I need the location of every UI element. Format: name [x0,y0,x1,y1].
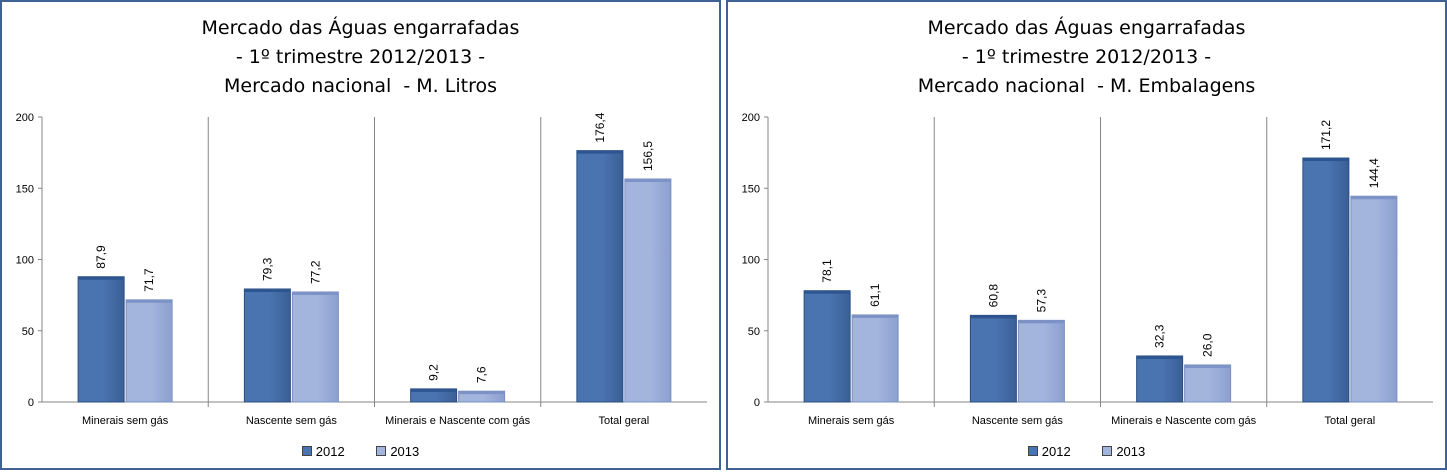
data-label: 176,4 [593,112,607,142]
chart-title-line-1: Mercado das Águas engarrafadas [927,17,1246,39]
bar-2012 [1136,355,1184,403]
bar-2013 [624,178,672,403]
y-tick-label: 100 [16,255,34,267]
chart-title: Mercado das Águas engarrafadas - 1º trim… [2,14,719,101]
y-tick-label: 50 [748,326,760,338]
bar-2013 [291,291,339,403]
data-label: 156,5 [641,141,655,171]
bar-2012 [969,314,1017,403]
data-label: 60,8 [986,284,1000,308]
chart-title-line-1: Mercado das Águas engarrafadas [201,17,520,39]
data-label: 26,0 [1201,333,1215,357]
y-tick-label: 0 [28,397,34,409]
y-tick-label: 200 [742,112,760,124]
data-label: 77,2 [308,260,322,284]
bar-top-2013 [1018,320,1065,324]
legend-item-2012: 2012 [301,444,345,459]
x-category-label: Minerais sem gás [808,415,895,427]
x-category-label: Total geral [598,415,649,427]
legend: 2012 2013 [728,444,1445,459]
chart-title-line-3: Mercado nacional - M. Embalagens [917,75,1256,97]
legend: 2012 2013 [2,444,719,459]
data-label: 79,3 [260,257,274,281]
data-label: 171,2 [1319,120,1333,150]
bar-top-2012 [804,290,851,294]
y-tick-label: 150 [16,183,34,195]
bar-top-2013 [292,291,339,295]
bar-chart: 0 50 100 150 200 Minerais sem gás 78,1 61,1 Nasc… [742,112,1433,427]
bar-2013 [1017,319,1065,403]
data-label: 9,2 [427,364,441,381]
legend-item-2013: 2013 [376,444,419,459]
x-category-label: Minerais sem gás [82,415,169,427]
data-label: 144,4 [1367,158,1381,188]
bar-top-2012 [78,276,125,280]
chart-title: Mercado das Águas engarrafadas - 1º trim… [728,14,1445,101]
bar-2012 [803,290,851,403]
legend-label-2012: 2012 [1041,444,1071,459]
chart-title-line-2: - 1º trimestre 2012/2013 - [235,46,486,68]
bar-top-2013 [852,314,899,318]
x-category-label: Nascente sem gás [246,415,338,427]
bar-2012 [576,150,624,403]
data-label: 57,3 [1034,289,1048,313]
data-label: 61,1 [868,283,882,307]
y-tick-label: 0 [754,397,760,409]
legend-label-2012: 2012 [315,444,345,459]
legend-item-2012: 2012 [1027,444,1071,459]
bar-top-2013 [1350,196,1397,200]
data-label: 71,7 [142,268,156,292]
legend-swatch-2012 [301,446,312,456]
bar-2013 [851,314,899,403]
bar-2012 [243,288,291,403]
bar-top-2013 [1184,364,1231,368]
legend-item-2013: 2013 [1102,444,1145,459]
chart-title-line-3: Mercado nacional - M. Litros [224,75,497,97]
bar-top-2012 [1136,355,1183,359]
legend-label-2013: 2013 [1116,444,1146,459]
bar-2013 [1350,195,1398,403]
data-label: 32,3 [1153,324,1167,348]
x-category-label: Nascente sem gás [972,415,1064,427]
chart-title-line-2: - 1º trimestre 2012/2013 - [961,46,1212,68]
x-category-label: Minerais e Nascente com gás [385,415,530,427]
bar-chart: 0 50 100 150 200 Minerais sem gás 87,9 71,7 Nasc… [16,112,707,427]
bar-top-2012 [970,315,1017,319]
bar-2013 [125,299,173,403]
legend-swatch-2012 [1027,446,1038,456]
x-category-label: Minerais e Nascente com gás [1111,415,1256,427]
data-label: 7,6 [475,366,489,383]
bar-top-2012 [244,288,291,292]
y-tick-label: 200 [16,112,34,124]
legend-label-2013: 2013 [390,444,420,459]
y-tick-label: 50 [22,326,34,338]
bar-top-2012 [410,388,457,392]
bar-top-2012 [1302,158,1349,162]
legend-swatch-2013 [376,446,387,456]
legend-swatch-2013 [1102,446,1113,456]
bar-2012 [77,276,125,403]
bar-top-2012 [576,150,623,154]
bar-top-2013 [126,299,173,303]
chart-panel-embalagens: Mercado das Águas engarrafadas - 1º trim… [726,0,1447,470]
bar-2013 [1184,364,1232,403]
bar-2012 [1302,157,1350,403]
data-label: 87,9 [94,245,108,269]
bar-top-2013 [624,178,671,182]
data-label: 78,1 [820,259,834,283]
y-tick-label: 150 [742,183,760,195]
y-tick-label: 100 [742,255,760,267]
chart-panel-litros: Mercado das Águas engarrafadas - 1º trim… [0,0,721,470]
bar-top-2013 [458,391,505,395]
x-category-label: Total geral [1324,415,1375,427]
